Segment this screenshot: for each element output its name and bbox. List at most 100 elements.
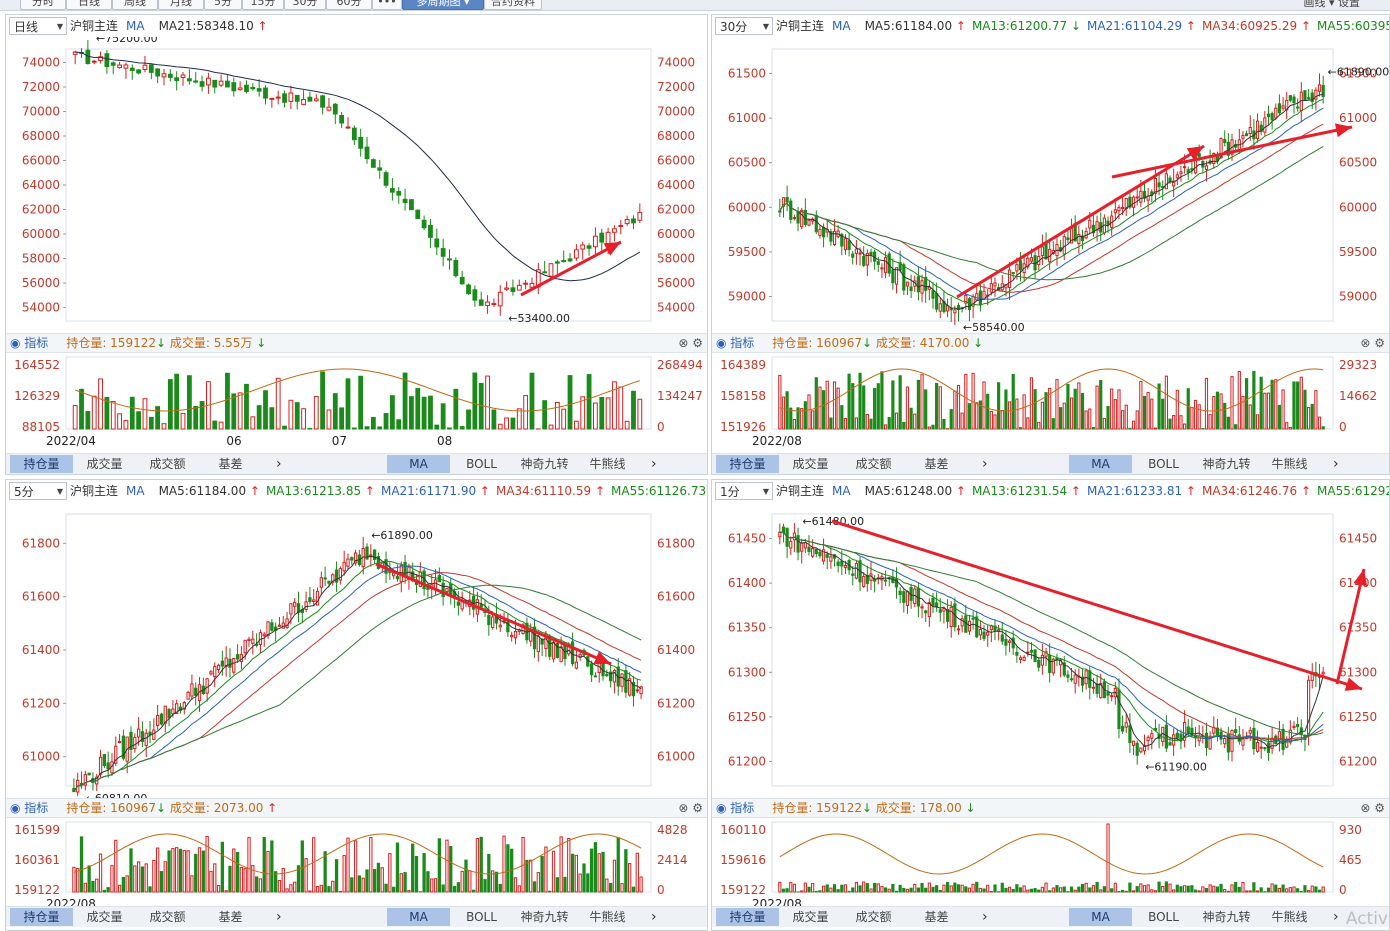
candle	[117, 61, 122, 69]
volume-chart[interactable]: 164552 268494 126329 134247 88105 0 2022/04 06 0…	[6, 353, 708, 453]
gear-icon[interactable]: ⚙	[1374, 336, 1385, 350]
tab2-0[interactable]: MA	[387, 908, 450, 926]
tab2-1[interactable]: BOLL	[1148, 910, 1179, 924]
indicator-tag[interactable]: MA	[126, 484, 145, 498]
chevron-right-icon[interactable]: ›	[1333, 909, 1339, 925]
indicator-label[interactable]: ◉ 指标	[10, 801, 48, 815]
candle	[106, 751, 110, 778]
volume-bar	[945, 882, 950, 893]
tab-3[interactable]: 基差	[924, 910, 949, 924]
chevron-right-icon[interactable]: ›	[276, 456, 282, 472]
chevron-right-icon[interactable]: ›	[276, 909, 282, 925]
open-interest-line	[779, 368, 1324, 412]
chevron-right-icon[interactable]: ›	[651, 456, 657, 472]
tab2-1[interactable]: BOLL	[466, 457, 497, 471]
toolbar-button-8[interactable]: •••	[372, 0, 402, 10]
toolbar-button-9[interactable]: 多周期图 ▾	[402, 0, 484, 10]
volume-chart[interactable]: 160110 930 159616 465 159122 0 2022/08	[712, 818, 1390, 906]
tab2-3[interactable]: 牛熊线	[589, 910, 626, 924]
volume-chart[interactable]: 161599 4828 160361 2414 159122 0 2022/08	[6, 818, 708, 906]
close-icon[interactable]: ⊗	[1360, 801, 1375, 815]
tab2-0[interactable]: MA	[1069, 908, 1132, 926]
period-select[interactable]: 30分 ▼	[715, 17, 773, 35]
volume-bar	[529, 859, 533, 893]
tab2-0[interactable]: MA	[387, 455, 450, 473]
tab-3[interactable]: 基差	[924, 457, 949, 471]
toolbar-button-4[interactable]: 5分	[204, 0, 242, 10]
tab-3[interactable]: 基差	[218, 457, 243, 471]
tab2-3[interactable]: 牛熊线	[1271, 457, 1308, 471]
symbol-name[interactable]: 沪铜主连	[70, 19, 119, 33]
tab2-1[interactable]: BOLL	[1148, 457, 1179, 471]
price-chart[interactable]: 61500 61500 61000 61000 60500 60500 60000 60000…	[712, 37, 1390, 333]
chart-panel-3[interactable]: 1分 ▼ 沪铜主连 MA MA5:61248.00 ↑ MA13:61231.54 ↑ MA…	[711, 479, 1390, 931]
tab-3[interactable]: 基差	[218, 910, 243, 924]
candle	[199, 75, 205, 92]
gear-icon[interactable]: ⚙	[1374, 801, 1385, 815]
period-select[interactable]: 5分 ▼	[9, 482, 67, 500]
indicator-tag[interactable]: MA	[832, 19, 851, 33]
tab2-2[interactable]: 神奇九转	[1202, 910, 1251, 924]
chart-panel-2[interactable]: 5分 ▼ 沪铜主连 MA MA5:61184.00 ↑ MA13:61213.85 ↑ MA…	[5, 479, 708, 931]
gear-icon[interactable]: ⚙	[692, 801, 703, 815]
chart-panel-1[interactable]: 30分 ▼ 沪铜主连 MA MA5:61184.00 ↑ MA13:61200.77 ↓ M…	[711, 14, 1390, 475]
tab-1[interactable]: 成交量	[86, 910, 123, 924]
price-chart[interactable]: 61800 61800 61600 61600 61400 61400 61200 61200…	[6, 502, 708, 798]
tab-0[interactable]: 持仓量	[10, 455, 73, 473]
chevron-right-icon[interactable]: ›	[651, 909, 657, 925]
tab-2[interactable]: 成交额	[149, 910, 186, 924]
tab-1[interactable]: 成交量	[792, 457, 829, 471]
tab-1[interactable]: 成交量	[792, 910, 829, 924]
period-select[interactable]: 日线 ▼	[9, 17, 67, 35]
chevron-right-icon[interactable]: ›	[982, 909, 988, 925]
tab-2[interactable]: 成交额	[149, 457, 186, 471]
tab2-2[interactable]: 神奇九转	[520, 457, 569, 471]
toolbar-button-10[interactable]: 合约资料	[484, 0, 542, 10]
indicator-tag[interactable]: MA	[126, 19, 145, 33]
price-chart[interactable]: 74000 74000 72000 72000 70000 70000 68000 68000…	[6, 37, 708, 333]
tab2-3[interactable]: 牛熊线	[589, 457, 626, 471]
tab2-2[interactable]: 神奇九转	[520, 910, 569, 924]
toolbar-button-7[interactable]: 60分	[326, 0, 372, 10]
symbol-name[interactable]: 沪铜主连	[776, 19, 825, 33]
indicator-label[interactable]: ◉ 指标	[716, 801, 754, 815]
close-icon[interactable]: ⊗	[678, 336, 693, 350]
symbol-name[interactable]: 沪铜主连	[776, 484, 825, 498]
toolbar-button-5[interactable]: 15分	[242, 0, 284, 10]
volume-chart[interactable]: 164389 29323 158158 14662 151926 0 2022/08	[712, 353, 1390, 453]
tab-0[interactable]: 持仓量	[716, 455, 779, 473]
tab2-2[interactable]: 神奇九转	[1202, 457, 1251, 471]
toolbar-button-1[interactable]: 日线	[66, 0, 112, 10]
toolbar-button-0[interactable]: 分时	[20, 0, 66, 10]
tab2-0[interactable]: MA	[1069, 455, 1132, 473]
volume-bar	[909, 407, 913, 430]
tab2-3[interactable]: 牛熊线	[1271, 910, 1308, 924]
close-icon[interactable]: ⊗	[678, 801, 693, 815]
indicator-label[interactable]: ◉ 指标	[10, 336, 48, 350]
symbol-name[interactable]: 沪铜主连	[70, 484, 119, 498]
tab-0[interactable]: 持仓量	[716, 908, 779, 926]
gear-icon[interactable]: ⚙	[692, 336, 703, 350]
indicator-tag[interactable]: MA	[832, 484, 851, 498]
tab-2[interactable]: 成交额	[855, 910, 892, 924]
indicator-label[interactable]: ◉ 指标	[716, 336, 754, 350]
price-tick-right: 70000	[657, 104, 695, 118]
chart-panel-0[interactable]: 日线 ▼ 沪铜主连 MA MA21:58348.10 ↑ 74000 74000 72000 7…	[5, 14, 708, 475]
toolbar-button-3[interactable]: 月线	[158, 0, 204, 10]
candle	[1018, 655, 1023, 664]
draw-settings-menu[interactable]: 画线 ▾ 设置	[1303, 0, 1360, 9]
period-select[interactable]: 1分 ▼	[715, 482, 773, 500]
volume-tick: 0	[1339, 883, 1347, 897]
tab-0[interactable]: 持仓量	[10, 908, 73, 926]
chevron-right-icon[interactable]: ›	[982, 456, 988, 472]
chevron-right-icon[interactable]: ›	[1333, 456, 1339, 472]
price-chart[interactable]: 6145061450614006140061350613506130061300…	[712, 502, 1390, 798]
toolbar-button-6[interactable]: 30分	[284, 0, 326, 10]
price-tick-right: 61400	[657, 643, 695, 657]
toolbar-button-2[interactable]: 周线	[112, 0, 158, 10]
tab2-1[interactable]: BOLL	[466, 910, 497, 924]
volume-bar	[1026, 417, 1030, 430]
tab-2[interactable]: 成交额	[855, 457, 892, 471]
close-icon[interactable]: ⊗	[1360, 336, 1375, 350]
tab-1[interactable]: 成交量	[86, 457, 123, 471]
